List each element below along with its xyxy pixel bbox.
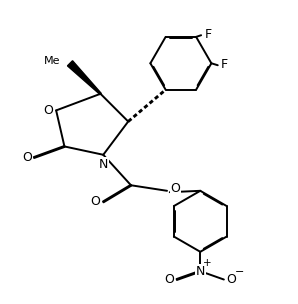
Text: O: O <box>164 273 174 286</box>
Text: Me: Me <box>44 56 60 66</box>
Text: O: O <box>22 151 32 164</box>
Text: O: O <box>227 273 237 286</box>
Text: −: − <box>235 267 245 277</box>
Text: O: O <box>90 195 100 209</box>
Polygon shape <box>67 61 101 94</box>
Text: O: O <box>170 181 180 195</box>
Text: +: + <box>203 258 212 268</box>
Text: N: N <box>99 158 108 171</box>
Text: F: F <box>204 28 212 41</box>
Text: O: O <box>43 104 53 117</box>
Text: N: N <box>195 265 205 278</box>
Text: F: F <box>221 58 228 71</box>
